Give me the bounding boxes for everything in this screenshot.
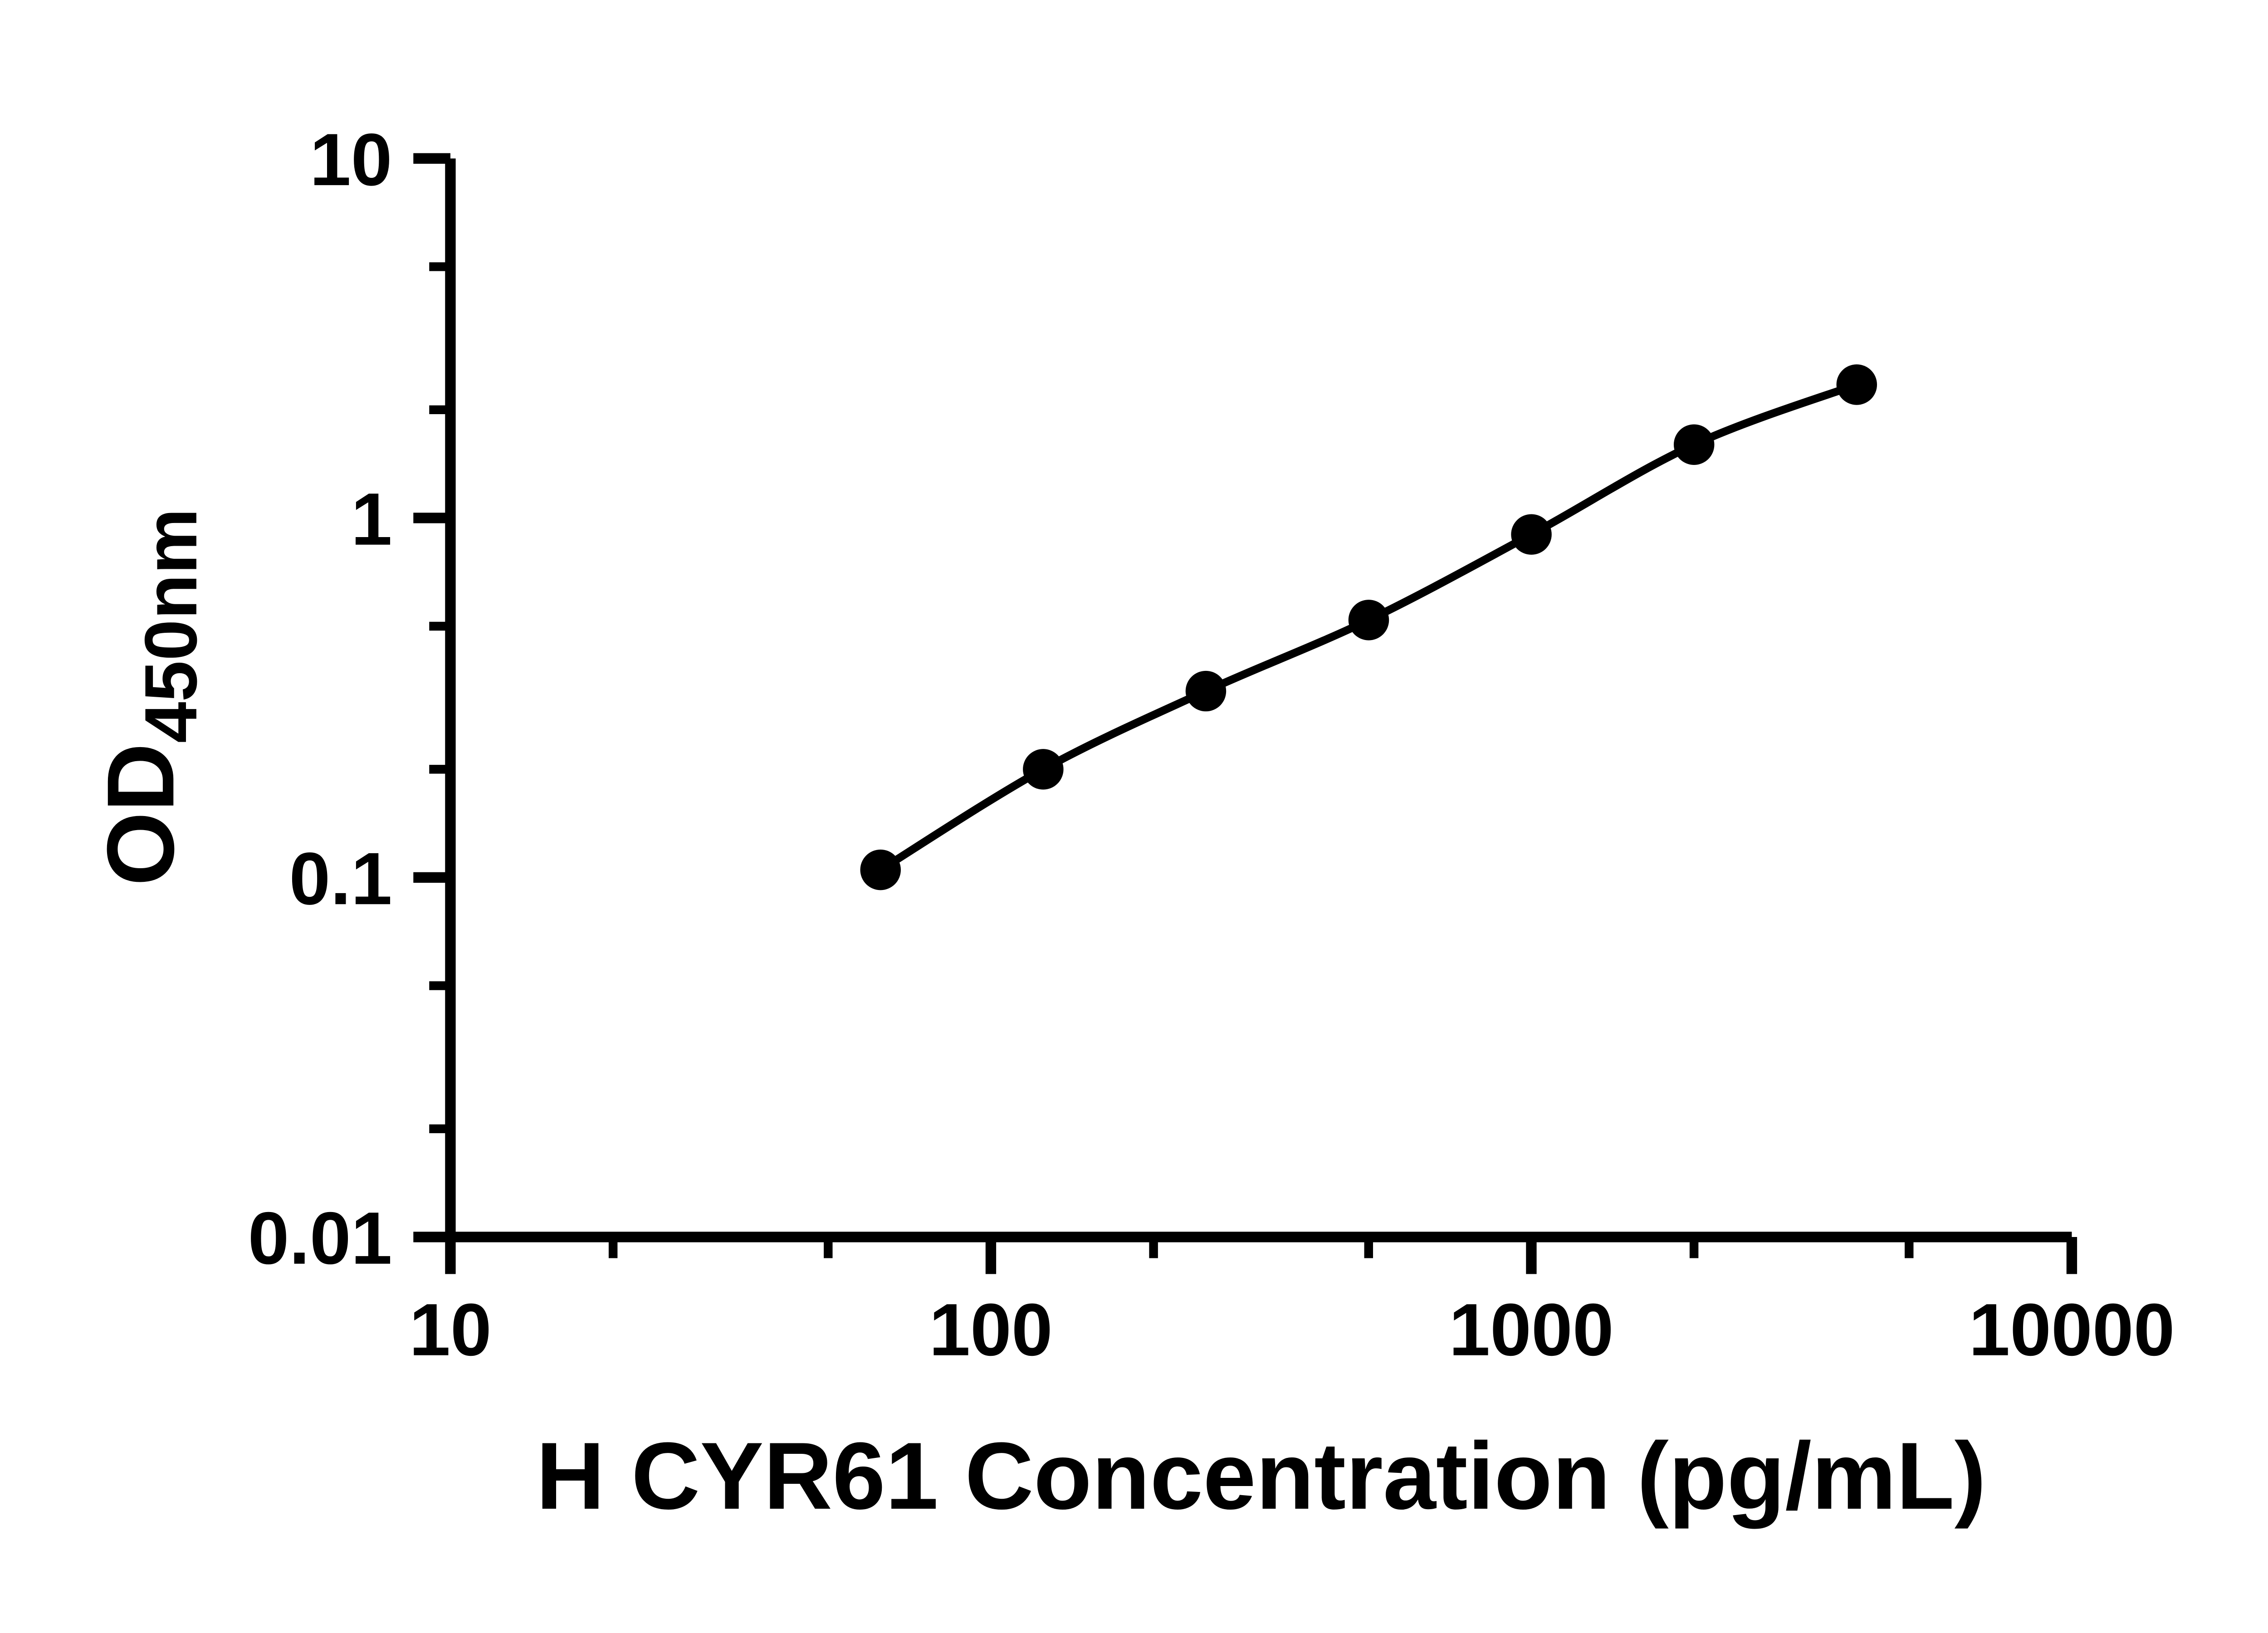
y-axis-title-main: OD	[87, 743, 194, 886]
elisa-standard-curve-figure: 0.01 0.1 1 10 10 100 1000 10000 H CYR61 Concent…	[18, 7, 2268, 1595]
y-axis-title-subscript: 450nm	[129, 508, 212, 743]
y-axis-tick-label: 10	[310, 118, 392, 201]
x-axis-tick-label: 1000	[1449, 1288, 1613, 1371]
data-point-5	[1511, 514, 1552, 555]
data-point-1	[860, 849, 901, 890]
data-point-7	[1836, 364, 1877, 405]
y-axis-tick-label: 0.01	[248, 1197, 392, 1280]
x-axis-title: H CYR61 Concentration (pg/mL)	[536, 1423, 1986, 1529]
x-axis-tick-label: 100	[929, 1288, 1053, 1371]
chart-svg: 0.01 0.1 1 10 10 100 1000 10000 H CYR61 Concent…	[87, 118, 2175, 1529]
plot-area: 0.01 0.1 1 10 10 100 1000 10000	[248, 118, 2175, 1371]
y-axis-tick-label: 1	[351, 478, 392, 561]
axes	[445, 158, 2072, 1242]
data-point-3	[1185, 670, 1227, 712]
x-axis-tick-label: 10000	[1969, 1288, 2175, 1371]
data-point-4	[1348, 600, 1389, 640]
x-axis-tick-label: 10	[409, 1288, 492, 1371]
data-point-6	[1673, 424, 1715, 465]
data-point-2	[1023, 749, 1064, 790]
y-axis-tick-label: 0.1	[289, 837, 392, 920]
y-axis-title: OD450nm	[87, 508, 212, 886]
